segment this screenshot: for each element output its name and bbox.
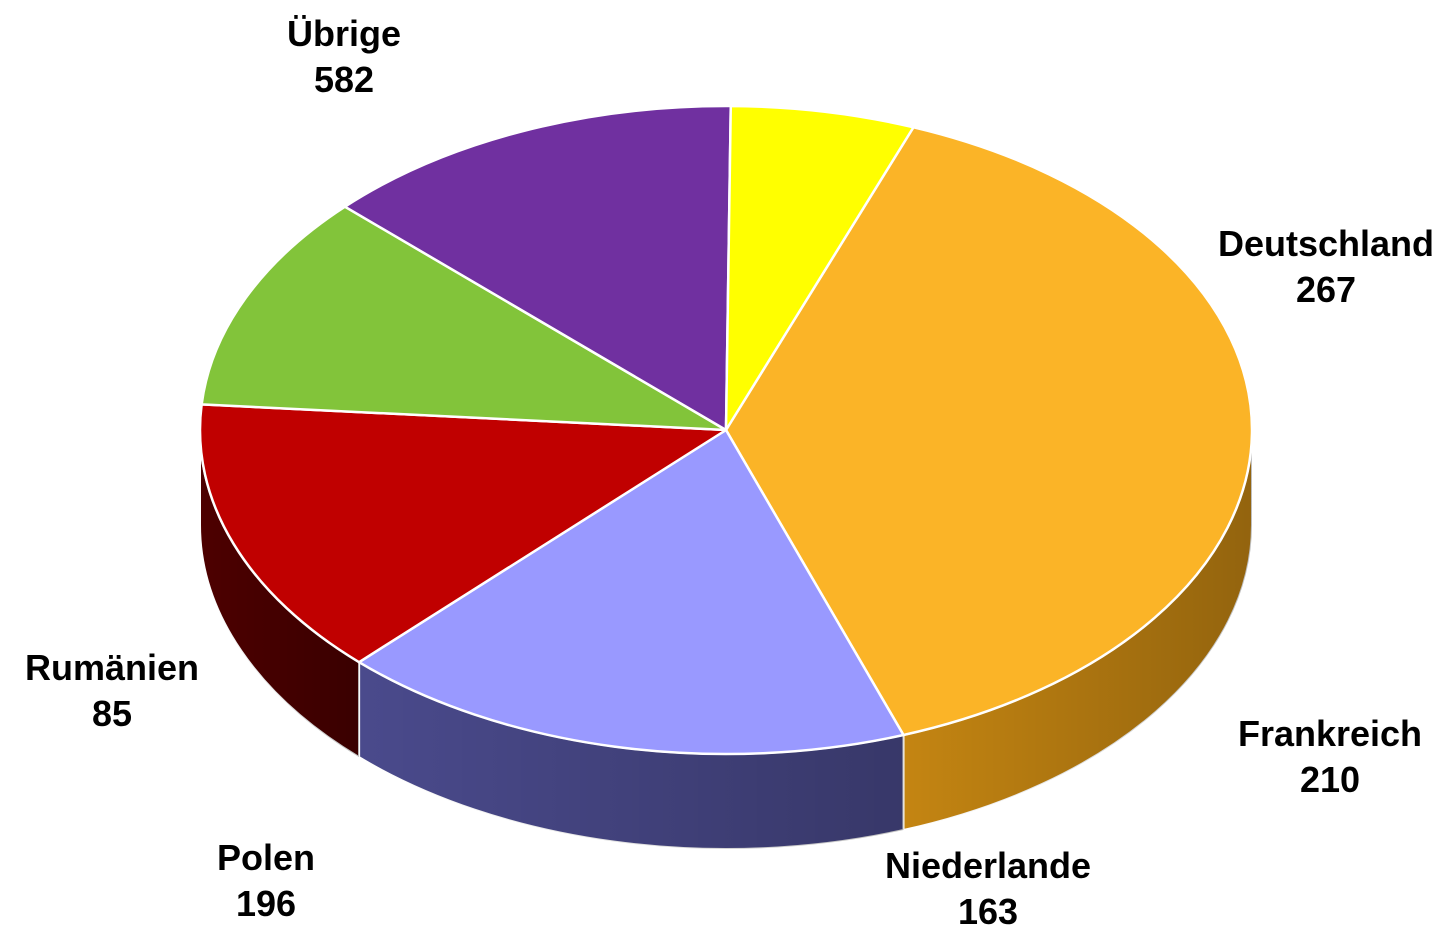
slice-label-value: 267 bbox=[1296, 269, 1356, 310]
pie-slice-rumaenien bbox=[724, 104, 915, 432]
slice-label-frankreich: Frankreich 210 bbox=[1238, 713, 1422, 800]
slice-label-niederlande: Niederlande 163 bbox=[885, 845, 1091, 932]
slice-label-value: 582 bbox=[314, 59, 374, 100]
pie-labels: Übrige 582 Deutschland 267 Frankreich 210 Nied… bbox=[25, 13, 1434, 932]
slice-label-name: Rumänien bbox=[25, 647, 199, 688]
slice-label-name: Frankreich bbox=[1238, 713, 1422, 754]
pie-slice-frankreich bbox=[198, 403, 728, 664]
pie-slice-deutschland bbox=[357, 428, 905, 756]
pie-side-shade-uebrige bbox=[903, 430, 1252, 831]
slice-label-deutschland: Deutschland 267 bbox=[1218, 223, 1434, 310]
pie-tops bbox=[198, 104, 1254, 756]
slice-label-name: Deutschland bbox=[1218, 223, 1434, 264]
slice-label-polen: Polen 196 bbox=[217, 837, 315, 924]
pie-slice-niederlande bbox=[200, 205, 728, 432]
slice-label-value: 163 bbox=[958, 891, 1018, 932]
pie-side-shade-frankreich bbox=[200, 430, 360, 758]
slice-label-value: 196 bbox=[236, 883, 296, 924]
pie-side-shade-deutschland bbox=[359, 662, 904, 849]
pie-slice-polen bbox=[343, 104, 733, 432]
slice-label-uebrige: Übrige 582 bbox=[287, 13, 401, 100]
pie-slice-uebrige bbox=[724, 126, 1254, 737]
slice-label-value: 210 bbox=[1300, 759, 1360, 800]
slice-label-value: 85 bbox=[92, 693, 132, 734]
slice-label-name: Übrige bbox=[287, 13, 401, 54]
slice-label-name: Niederlande bbox=[885, 845, 1091, 886]
slice-label-name: Polen bbox=[217, 837, 315, 878]
slice-label-rumaenien: Rumänien 85 bbox=[25, 647, 199, 734]
